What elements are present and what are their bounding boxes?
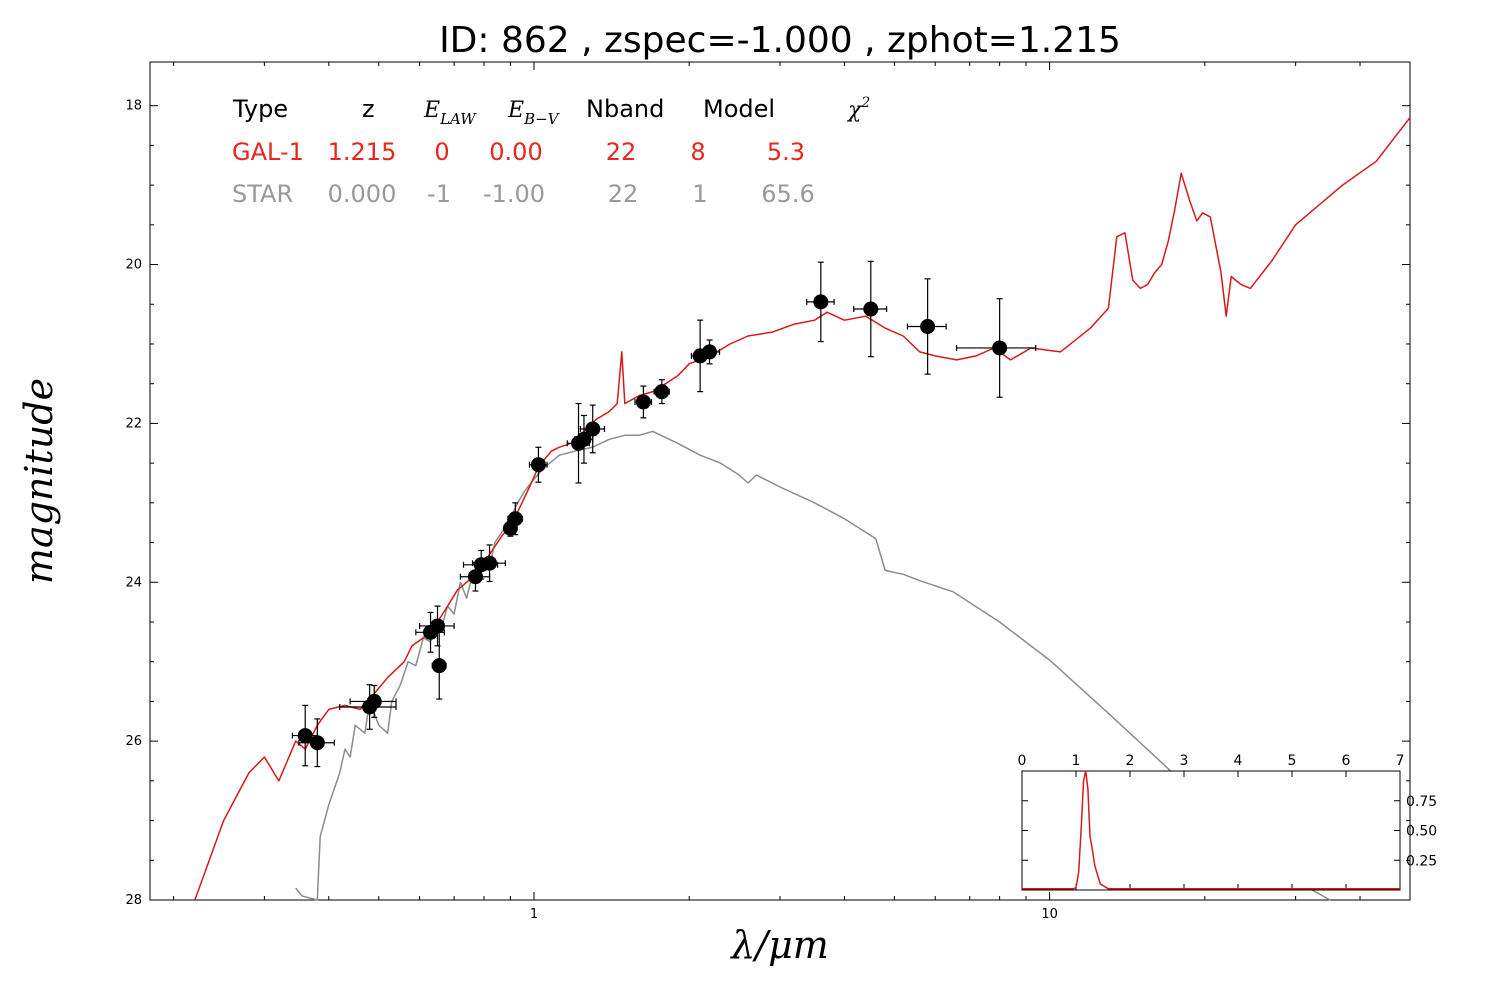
legend-header-model: Model — [703, 95, 775, 123]
legend-header-chi2-sup: 2 — [860, 95, 870, 111]
y-tick-label: 18 — [125, 99, 142, 114]
data-point — [654, 384, 670, 400]
data-point — [813, 294, 829, 310]
legend-header-ebv: EB−V — [507, 98, 561, 128]
data-point — [431, 658, 447, 674]
inset-x-tick-label: 3 — [1180, 753, 1189, 769]
inset-x-tick-label: 4 — [1234, 753, 1243, 769]
legend-row-star: STAR 0.000 -1 -1.00 22 1 65.6 — [232, 180, 815, 208]
data-point — [863, 301, 879, 317]
data-point — [992, 340, 1008, 356]
inset-plot-frame — [1021, 770, 1401, 891]
legend-star-elaw: -1 — [427, 180, 451, 208]
x-axis-label: λ/μm — [729, 923, 829, 967]
legend-header-nband: Nband — [586, 95, 664, 123]
y-tick-label: 28 — [125, 893, 142, 908]
legend-header-ebv-main: E — [507, 98, 524, 123]
data-point — [467, 569, 483, 585]
legend-row-galaxy: GAL-1 1.215 0 0.00 22 8 5.3 — [232, 138, 805, 166]
x-tick-label: 10 — [1041, 907, 1058, 922]
photometry-points — [291, 260, 1037, 768]
legend-header-chi2-main: χ — [846, 98, 863, 123]
legend-gal-z: 1.215 — [328, 138, 397, 166]
data-point — [507, 511, 523, 527]
legend-star-model: 1 — [692, 180, 707, 208]
legend-header-ebv-sub: B−V — [523, 110, 561, 128]
legend-gal-model: 8 — [690, 138, 705, 166]
legend-header-elaw: ELAW — [423, 98, 477, 128]
inset-pdf-curve — [1022, 770, 1400, 890]
data-point — [530, 457, 546, 473]
inset-x-tick-label: 6 — [1342, 753, 1351, 769]
x-tick-label: 1 — [530, 907, 538, 922]
y-axis-label: magnitude — [17, 378, 61, 584]
data-point — [585, 421, 601, 437]
y-tick-label: 20 — [125, 258, 142, 273]
inset-pdf-line — [1022, 770, 1400, 890]
legend-header-type: Type — [232, 95, 288, 123]
legend-gal-chi2: 5.3 — [767, 138, 805, 166]
y-tick-label: 24 — [125, 575, 142, 590]
legend-star-type: STAR — [232, 180, 293, 208]
figure-title: ID: 862 , zspec=-1.000 , zphot=1.215 — [439, 20, 1121, 61]
legend-star-chi2: 65.6 — [761, 180, 814, 208]
legend-header-chi2: χ2 — [846, 95, 870, 123]
inset-x-tick-label: 1 — [1072, 753, 1081, 769]
legend-table: Type z ELAW EB−V Nband Model χ2 GAL-1 1.… — [232, 95, 870, 208]
inset-x-tick-label: 0 — [1018, 753, 1027, 769]
inset-x-tick-label: 7 — [1396, 753, 1405, 769]
legend-header-elaw-main: E — [423, 98, 440, 123]
data-point — [430, 618, 446, 634]
inset-y-tick-label: 0.50 — [1406, 824, 1437, 840]
data-point — [309, 735, 325, 751]
legend-header-elaw-sub: LAW — [439, 110, 477, 128]
data-point — [702, 344, 718, 360]
legend-gal-nband: 22 — [606, 138, 637, 166]
legend-star-z: 0.000 — [328, 180, 397, 208]
data-point — [297, 728, 313, 744]
inset-x-tick-label: 2 — [1126, 753, 1135, 769]
data-point — [920, 319, 936, 335]
data-point — [366, 693, 382, 709]
data-point — [576, 431, 592, 447]
inset-y-tick-label: 0.25 — [1406, 853, 1437, 869]
legend-star-nband: 22 — [608, 180, 639, 208]
y-tick-label: 26 — [125, 734, 142, 749]
legend-header-z: z — [362, 95, 375, 123]
data-point — [635, 394, 651, 410]
legend-gal-ebv: 0.00 — [489, 138, 542, 166]
inset-axis-ticks: 0 1 2 3 4 5 6 7 0.25 0.50 0.75 — [1018, 753, 1437, 890]
galaxy-model-curve — [194, 117, 1411, 901]
inset-x-tick-label: 5 — [1288, 753, 1297, 769]
legend-gal-type: GAL-1 — [232, 138, 304, 166]
inset-y-tick-label: 0.75 — [1406, 794, 1437, 810]
legend-gal-elaw: 0 — [434, 138, 449, 166]
legend-star-ebv: -1.00 — [483, 180, 545, 208]
y-tick-label: 22 — [125, 416, 142, 431]
data-point — [482, 555, 498, 571]
